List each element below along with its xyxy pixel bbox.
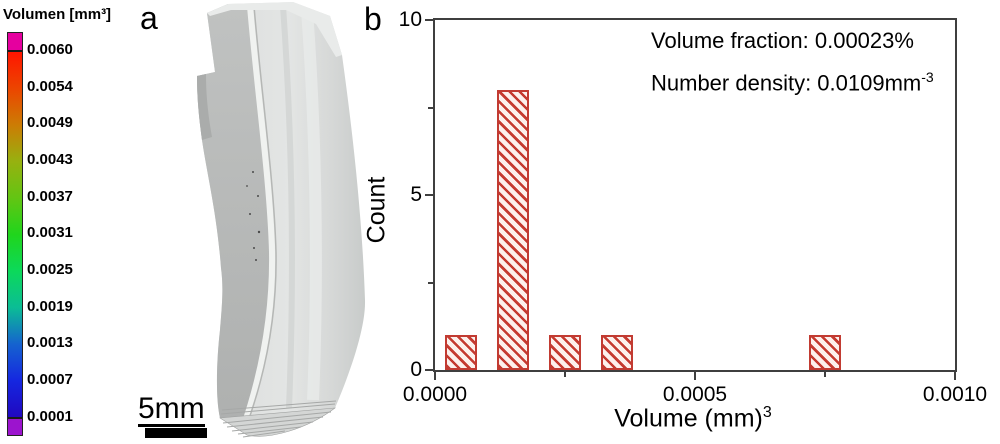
colorbar-tick-label: 0.0019 (27, 297, 73, 315)
colorbar-tick-label: 0.0007 (27, 370, 73, 388)
colorbar-tick-label: 0.0037 (27, 187, 73, 205)
axis-tick (425, 369, 433, 371)
x-tick-label: 0.0010 (922, 383, 988, 406)
sample-step-shade (197, 74, 212, 140)
annotation-line: Number density: 0.0109mm-3 (651, 69, 934, 96)
colorbar-title: Volumen [mm³] (3, 6, 112, 23)
colorbar-tick-label: 0.0001 (27, 407, 73, 425)
colorbar-tick-label: 0.0043 (27, 150, 73, 168)
y-axis-label: Count (362, 176, 391, 244)
plot-annotations: Volume fraction: 0.00023% Number density:… (651, 22, 934, 101)
axis-tick (434, 372, 436, 380)
plot-area: Volume fraction: 0.00023% Number density:… (399, 8, 987, 406)
sample-sheen-band (280, 5, 295, 409)
x-tick-label: 0.0000 (402, 383, 468, 406)
axis-tick (428, 106, 433, 109)
colorbar-tick-label: 0.0031 (27, 224, 73, 242)
axis-tick (428, 281, 433, 284)
annotation-line: Volume fraction: 0.00023% (651, 28, 914, 53)
histogram-bar (444, 335, 478, 370)
y-tick-label: 5 (410, 183, 422, 206)
panel-b-label: b (364, 1, 382, 37)
histogram-bar (600, 335, 634, 370)
sample-sheen-band (301, 9, 322, 401)
sample-pore-speckles (246, 171, 261, 261)
axis-tick (425, 19, 433, 21)
axis-tick (564, 372, 566, 377)
axis-tick (954, 372, 956, 380)
sample-strip-groove (245, 5, 277, 428)
sample-left-face (197, 4, 272, 430)
x-axis-label: Volume (mm)3 (614, 404, 772, 433)
histogram-bar (548, 335, 582, 370)
histogram-bar (496, 90, 530, 370)
colorbar-tick-label: 0.0060 (27, 41, 73, 58)
axis-tick (694, 372, 696, 380)
axis-tick (824, 372, 826, 377)
sample-highlight-strip (240, 5, 276, 429)
sample-top-face (207, 2, 342, 57)
colorbar-tick-label: 0.0054 (27, 77, 73, 95)
sample-laminae-lines (220, 400, 337, 438)
colorbar-tick-label: 0.0025 (27, 260, 73, 278)
y-tick-label: 10 (398, 8, 422, 31)
scale-bar (145, 428, 207, 438)
axis-tick (425, 194, 433, 196)
x-tick-label: 0.0005 (662, 383, 728, 406)
x-axis-label-sup: 3 (762, 404, 772, 421)
colorbar-tick-label: 0.0049 (27, 114, 73, 132)
y-tick-label: 0 (410, 358, 422, 381)
panel-a-label: a (140, 0, 158, 36)
x-axis-label-text: Volume (mm) (614, 404, 763, 433)
colorbar-gradient (7, 32, 23, 436)
scale-bar-label: 5mm (138, 392, 205, 427)
colorbar-tick-label: 0.0013 (27, 334, 73, 352)
sample-3d-render (197, 2, 366, 438)
histogram-bar (808, 335, 842, 370)
